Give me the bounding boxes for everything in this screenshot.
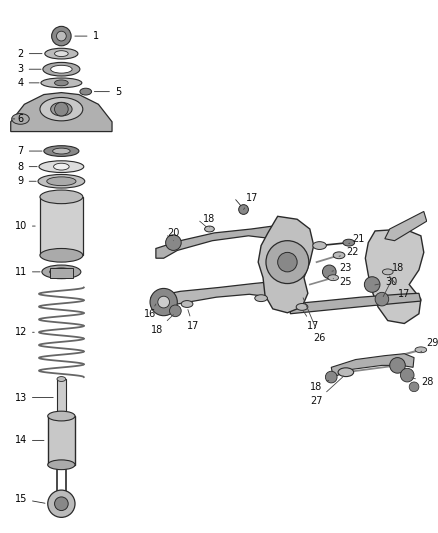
Ellipse shape (39, 161, 84, 173)
Ellipse shape (181, 301, 193, 308)
Polygon shape (151, 281, 297, 309)
Text: 7: 7 (18, 146, 42, 156)
Text: 8: 8 (18, 161, 37, 172)
Ellipse shape (313, 241, 326, 249)
Ellipse shape (48, 460, 75, 470)
Circle shape (55, 497, 68, 511)
Text: 18: 18 (151, 314, 173, 335)
Ellipse shape (343, 239, 355, 246)
Ellipse shape (53, 148, 70, 154)
Ellipse shape (80, 88, 92, 95)
Circle shape (400, 368, 414, 382)
Bar (48, 416, 75, 465)
Ellipse shape (45, 49, 78, 59)
Ellipse shape (51, 102, 72, 116)
Text: 27: 27 (310, 376, 344, 407)
Circle shape (166, 235, 181, 251)
Ellipse shape (42, 265, 81, 279)
Ellipse shape (53, 163, 69, 170)
Text: 25: 25 (333, 277, 352, 287)
Text: 23: 23 (332, 263, 351, 273)
Ellipse shape (338, 368, 353, 377)
Text: 15: 15 (14, 494, 45, 504)
Text: 6: 6 (13, 114, 24, 124)
Circle shape (409, 382, 419, 392)
Text: 14: 14 (14, 435, 44, 446)
Text: 17: 17 (244, 193, 258, 209)
Ellipse shape (382, 269, 393, 275)
Text: 18: 18 (383, 263, 404, 297)
Circle shape (55, 102, 68, 116)
Text: 17: 17 (389, 276, 410, 299)
Polygon shape (331, 354, 414, 377)
Text: 21: 21 (349, 234, 365, 244)
Text: 10: 10 (14, 221, 35, 231)
Ellipse shape (48, 411, 75, 421)
Ellipse shape (12, 114, 29, 124)
Circle shape (150, 288, 177, 316)
Ellipse shape (415, 347, 427, 353)
Text: 13: 13 (14, 392, 53, 402)
Ellipse shape (44, 146, 79, 156)
Text: 22: 22 (339, 247, 358, 257)
Text: 16: 16 (144, 304, 156, 319)
Ellipse shape (51, 66, 72, 73)
Ellipse shape (47, 177, 76, 185)
Circle shape (48, 490, 75, 518)
Bar (57, 379, 66, 416)
Ellipse shape (49, 268, 73, 276)
Circle shape (170, 305, 181, 317)
Text: 29: 29 (421, 338, 438, 352)
Text: 4: 4 (18, 78, 39, 88)
Ellipse shape (40, 98, 83, 121)
Circle shape (325, 371, 337, 383)
Ellipse shape (38, 174, 85, 188)
Ellipse shape (296, 303, 308, 310)
Bar (40, 197, 83, 255)
Circle shape (158, 296, 170, 308)
Ellipse shape (41, 78, 82, 88)
Circle shape (57, 31, 66, 41)
Text: 11: 11 (14, 267, 40, 277)
Text: 18: 18 (203, 214, 215, 227)
Ellipse shape (205, 226, 214, 232)
Circle shape (266, 241, 309, 284)
Ellipse shape (57, 377, 66, 382)
Text: 20: 20 (168, 228, 180, 241)
Ellipse shape (328, 275, 339, 281)
Text: 3: 3 (18, 64, 41, 74)
Text: 2: 2 (18, 49, 42, 59)
Text: 18: 18 (310, 380, 329, 392)
Circle shape (364, 277, 380, 292)
Text: 17: 17 (304, 311, 319, 332)
Polygon shape (258, 216, 314, 313)
Text: 9: 9 (18, 176, 36, 186)
Polygon shape (385, 212, 427, 241)
Polygon shape (156, 226, 297, 258)
Text: 30: 30 (375, 277, 397, 287)
Ellipse shape (55, 51, 68, 56)
Text: 1: 1 (75, 31, 99, 41)
Circle shape (375, 292, 389, 306)
Polygon shape (11, 93, 112, 132)
Text: 5: 5 (94, 87, 121, 96)
Circle shape (239, 205, 248, 214)
Circle shape (278, 252, 297, 272)
Polygon shape (365, 229, 424, 324)
Ellipse shape (40, 248, 83, 262)
Circle shape (52, 26, 71, 46)
Ellipse shape (55, 80, 68, 86)
Text: 17: 17 (187, 310, 199, 332)
Text: 26: 26 (303, 298, 326, 343)
Ellipse shape (255, 295, 268, 302)
Bar (49, 268, 73, 278)
Ellipse shape (40, 190, 83, 204)
Circle shape (390, 358, 405, 373)
Ellipse shape (43, 62, 80, 76)
Ellipse shape (333, 252, 345, 259)
Text: 12: 12 (14, 327, 34, 337)
Polygon shape (290, 293, 421, 314)
Circle shape (322, 265, 336, 279)
Text: 28: 28 (412, 377, 433, 387)
